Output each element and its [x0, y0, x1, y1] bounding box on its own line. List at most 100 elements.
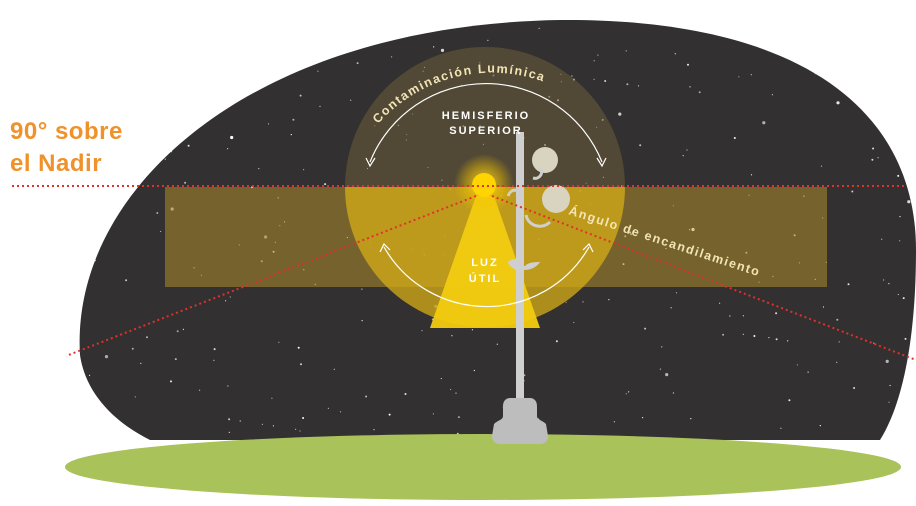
star [836, 318, 839, 321]
nadir-label-line1: 90° sobre [10, 118, 123, 145]
star [738, 76, 740, 78]
star [184, 181, 187, 184]
star [883, 62, 885, 64]
star [762, 121, 766, 125]
star [889, 384, 891, 387]
star [125, 279, 128, 282]
star [184, 113, 186, 115]
star [496, 343, 498, 345]
star [349, 29, 351, 31]
star [73, 265, 75, 267]
star [239, 420, 241, 422]
hemisferio-label-line2: SUPERIOR [449, 125, 522, 137]
star [686, 149, 688, 151]
star [324, 183, 327, 186]
star [872, 147, 875, 150]
star [297, 346, 300, 349]
star [853, 387, 856, 389]
star [689, 229, 691, 231]
lamp-base [492, 398, 548, 444]
star [896, 440, 897, 441]
star [477, 21, 479, 23]
star [665, 23, 667, 25]
star [125, 42, 127, 44]
star [571, 75, 573, 77]
star [421, 330, 423, 332]
star [675, 292, 678, 294]
star [81, 30, 83, 32]
star [873, 18, 874, 19]
star [261, 423, 263, 425]
star [193, 267, 195, 269]
star [814, 278, 816, 280]
star [538, 27, 540, 29]
star [672, 392, 675, 394]
star [871, 158, 874, 161]
star [182, 22, 185, 25]
star [72, 438, 74, 440]
star [272, 425, 274, 427]
star [814, 73, 816, 75]
star [299, 430, 301, 432]
star [796, 364, 799, 366]
star [104, 355, 109, 359]
star [277, 197, 279, 199]
star [626, 83, 629, 86]
star [899, 216, 901, 218]
star [819, 425, 821, 427]
star [881, 238, 883, 240]
star [76, 101, 77, 102]
star [264, 235, 268, 239]
star [140, 362, 142, 364]
star [299, 94, 302, 97]
star [597, 54, 599, 56]
star [93, 259, 96, 262]
star [582, 301, 584, 303]
star [346, 236, 348, 239]
star [339, 411, 342, 413]
star [433, 46, 435, 48]
star [897, 174, 900, 177]
star [164, 158, 166, 160]
star [300, 363, 302, 366]
star [303, 269, 305, 271]
star [788, 399, 791, 402]
star [593, 78, 595, 80]
star [897, 293, 899, 296]
star [356, 62, 359, 65]
star [170, 207, 174, 211]
luz-label-line1: LUZ [471, 257, 498, 269]
star [818, 37, 821, 40]
star [745, 251, 748, 254]
lower-arrow-right-head [582, 242, 594, 253]
upper-arrow-arc [369, 82, 603, 163]
star [877, 157, 879, 159]
star [690, 418, 692, 420]
star [361, 288, 363, 290]
star [822, 306, 825, 308]
star [807, 371, 809, 373]
star [134, 396, 136, 398]
star [187, 144, 190, 147]
star [450, 388, 452, 391]
star [902, 160, 905, 162]
star [665, 248, 667, 250]
glare-line-left [65, 195, 477, 357]
star [851, 190, 854, 193]
star [267, 123, 270, 125]
star [604, 80, 607, 82]
star [278, 341, 280, 343]
star [838, 341, 840, 343]
star [825, 261, 828, 263]
lower-arrow-arc [383, 246, 590, 308]
star [473, 369, 475, 372]
nadir-side-label: 90° sobre el Nadir [10, 116, 123, 180]
star [129, 112, 131, 114]
star [798, 262, 801, 264]
star [632, 19, 633, 20]
star [733, 137, 736, 139]
star [888, 84, 891, 86]
star [719, 302, 721, 304]
star [892, 140, 894, 142]
